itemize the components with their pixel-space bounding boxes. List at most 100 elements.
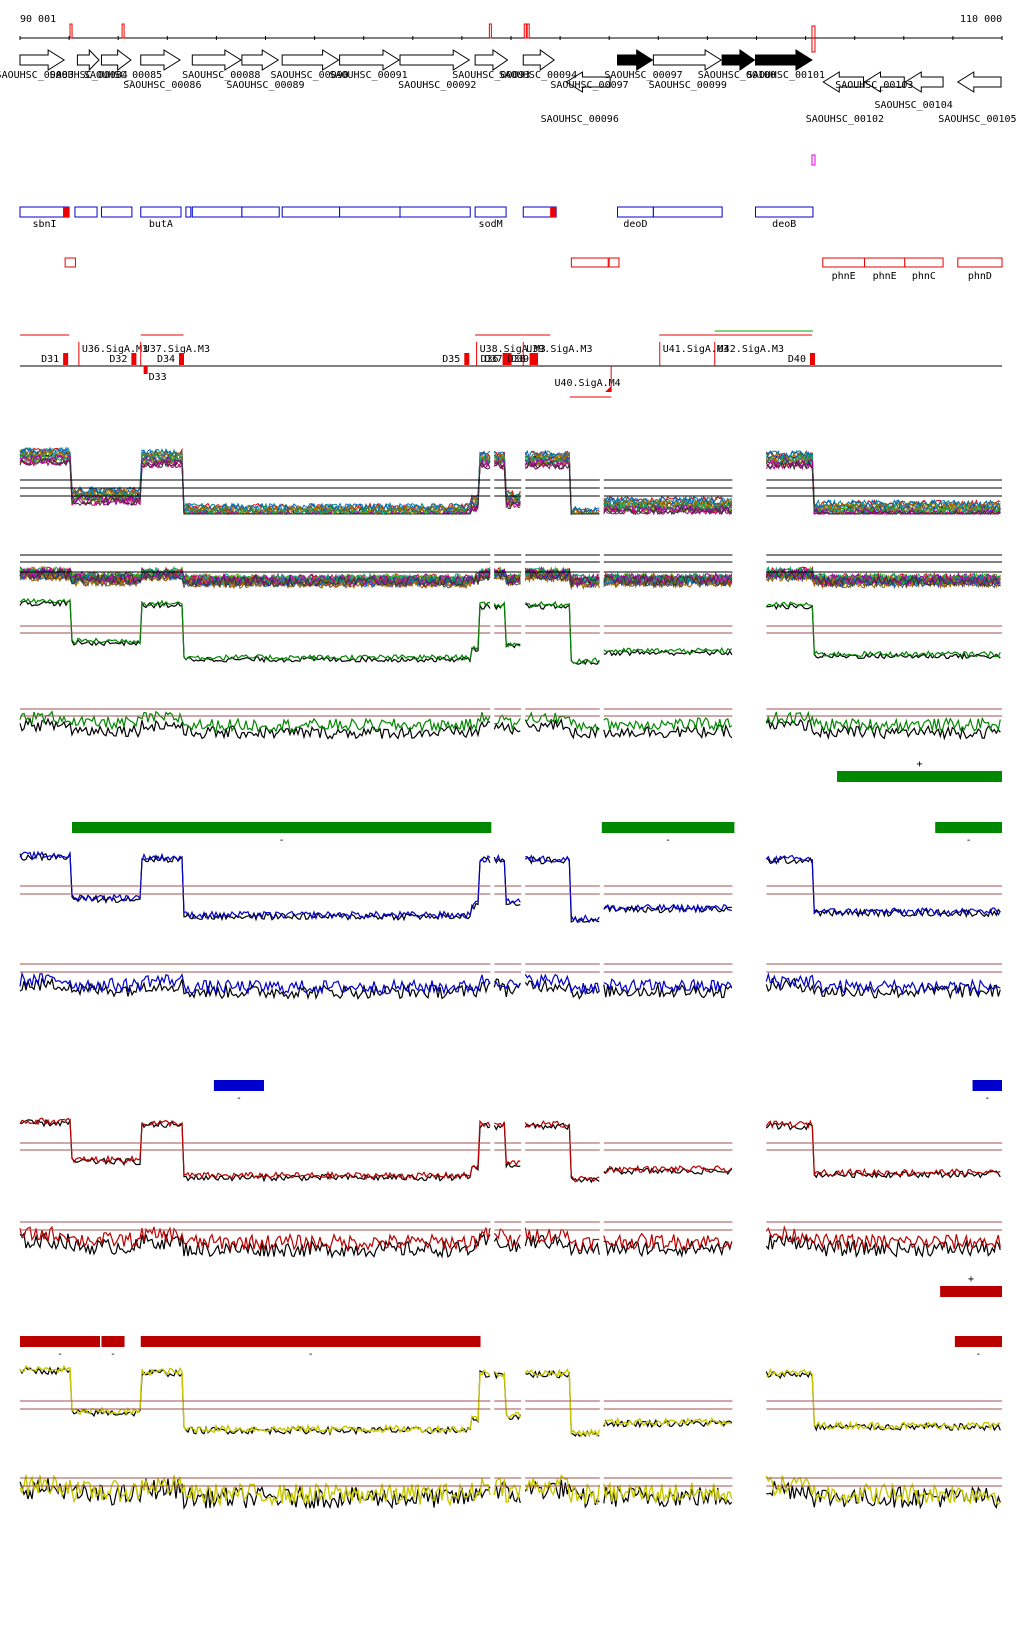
signal-trace <box>524 973 600 996</box>
annotation-box <box>608 257 620 268</box>
signal-trace <box>525 459 600 515</box>
segment-sign-label: - <box>236 1093 242 1104</box>
signal-trace <box>19 597 490 662</box>
signal-trace <box>19 1232 491 1259</box>
signal-trace <box>493 856 521 907</box>
operon-label: deoB <box>772 219 796 230</box>
signal-tracks <box>19 446 1002 1510</box>
operon-track: sbnI butA sodM deoD deoB <box>19 206 814 230</box>
signal-trace <box>19 448 491 516</box>
gene-label: SAOUHSC_00086 <box>123 80 201 91</box>
annotation-box-label: phnE <box>832 271 856 282</box>
signal-trace <box>603 572 733 586</box>
gene-arrow <box>76 48 100 72</box>
gene-label: SAOUHSC_00091 <box>329 70 407 81</box>
signal-trace <box>524 1368 600 1438</box>
gene-arrow <box>191 49 242 71</box>
ruler-feature-marker <box>811 154 816 166</box>
segment-sign-label: - <box>57 1349 63 1360</box>
signal-trace <box>603 574 733 588</box>
signal-trace <box>19 716 491 740</box>
signal-trace <box>19 971 491 996</box>
signal-trace <box>525 854 600 923</box>
promoter-label: D36 <box>481 354 499 365</box>
signal-trace <box>603 717 733 732</box>
gene-arrow <box>904 71 944 93</box>
gene-arrow <box>652 49 723 71</box>
signal-trace <box>524 1227 600 1252</box>
gene-label: SAOUHSC_00102 <box>806 114 884 125</box>
signal-trace <box>603 903 732 914</box>
segment-bar <box>101 1336 125 1347</box>
signal-trace <box>603 1481 733 1505</box>
signal-trace <box>525 1369 600 1438</box>
signal-trace <box>765 718 1001 741</box>
terminator-marker <box>502 353 508 365</box>
signal-trace <box>19 566 491 587</box>
signal-trace <box>494 979 521 990</box>
signal-trace <box>603 503 732 514</box>
annotation-box-label: phnC <box>912 271 936 282</box>
promoter-label: D39 <box>511 354 529 365</box>
segment-sign-label: - <box>975 1349 981 1360</box>
gene-arrow <box>822 71 865 93</box>
annotation-box-label: phnD <box>968 271 992 282</box>
promoter-label: D34 <box>157 354 175 365</box>
gene-label: SAOUHSC_00092 <box>398 80 476 91</box>
gene-arrow <box>721 49 756 71</box>
signal-trace <box>19 570 491 588</box>
promoter-label: D33 <box>149 372 167 383</box>
segment-sign-label: + <box>916 759 922 770</box>
promoter-label: U40.SigA.M4 <box>554 378 620 389</box>
segment-bar <box>935 822 1002 833</box>
signal-trace <box>765 977 1001 1000</box>
signal-trace <box>525 568 600 587</box>
promoter-label: U42.SigA.M3 <box>718 344 784 355</box>
operon-box <box>281 206 341 218</box>
operon-label: sodM <box>479 219 503 230</box>
gene-arrow <box>281 49 340 71</box>
segment-bar <box>140 1336 481 1347</box>
signal-trace <box>524 717 600 740</box>
terminator-marker <box>63 353 69 365</box>
signal-trace <box>524 1474 600 1506</box>
signal-trace <box>765 855 1001 917</box>
signal-trace <box>766 452 1001 512</box>
segment-sign-label: - <box>984 1093 990 1104</box>
signal-trace <box>493 721 521 736</box>
annotation-box <box>904 257 944 268</box>
signal-trace <box>766 454 1001 515</box>
signal-trace <box>493 1123 521 1169</box>
gene-arrow <box>140 49 181 71</box>
annotation-box-label: phnE <box>873 271 897 282</box>
gene-label: SAOUHSC_00089 <box>226 80 304 91</box>
operon-box <box>399 206 471 218</box>
signal-trace <box>19 448 491 516</box>
operon-box <box>100 206 133 218</box>
gene-label: SAOUHSC_00093 <box>452 70 530 81</box>
gene-label: SAOUHSC_00101 <box>747 70 825 81</box>
signal-trace <box>524 855 600 924</box>
segment-bar <box>940 1286 1002 1297</box>
signal-trace <box>493 1370 521 1419</box>
operon-box <box>191 206 243 218</box>
coordinate-ruler: 90 001 110 000 <box>19 14 1003 166</box>
segment-bar <box>601 822 735 833</box>
gene-arrow <box>755 49 813 71</box>
signal-trace <box>766 1367 1001 1431</box>
signal-trace <box>765 1475 1001 1506</box>
gene-label: SAOUHSC_00088 <box>182 70 260 81</box>
annotation-box <box>64 257 76 268</box>
gene-label: SAOUHSC_00094 <box>499 70 577 81</box>
gene-label: SAOUHSC_00100 <box>698 70 776 81</box>
terminator-marker <box>143 366 148 374</box>
gene-label: SAOUHSC_00097 <box>550 80 628 91</box>
annotation-box <box>570 257 609 268</box>
signal-trace <box>765 1119 1001 1178</box>
promoter-label: D35 <box>442 354 460 365</box>
promoter-label: U36.SigA.M3 <box>82 344 148 355</box>
gene-label: SAOUHSC_00090 <box>271 70 349 81</box>
gene-label: SAOUHSC_00099 <box>649 80 727 91</box>
gene-label: SAOUHSC_00105 <box>938 114 1016 125</box>
